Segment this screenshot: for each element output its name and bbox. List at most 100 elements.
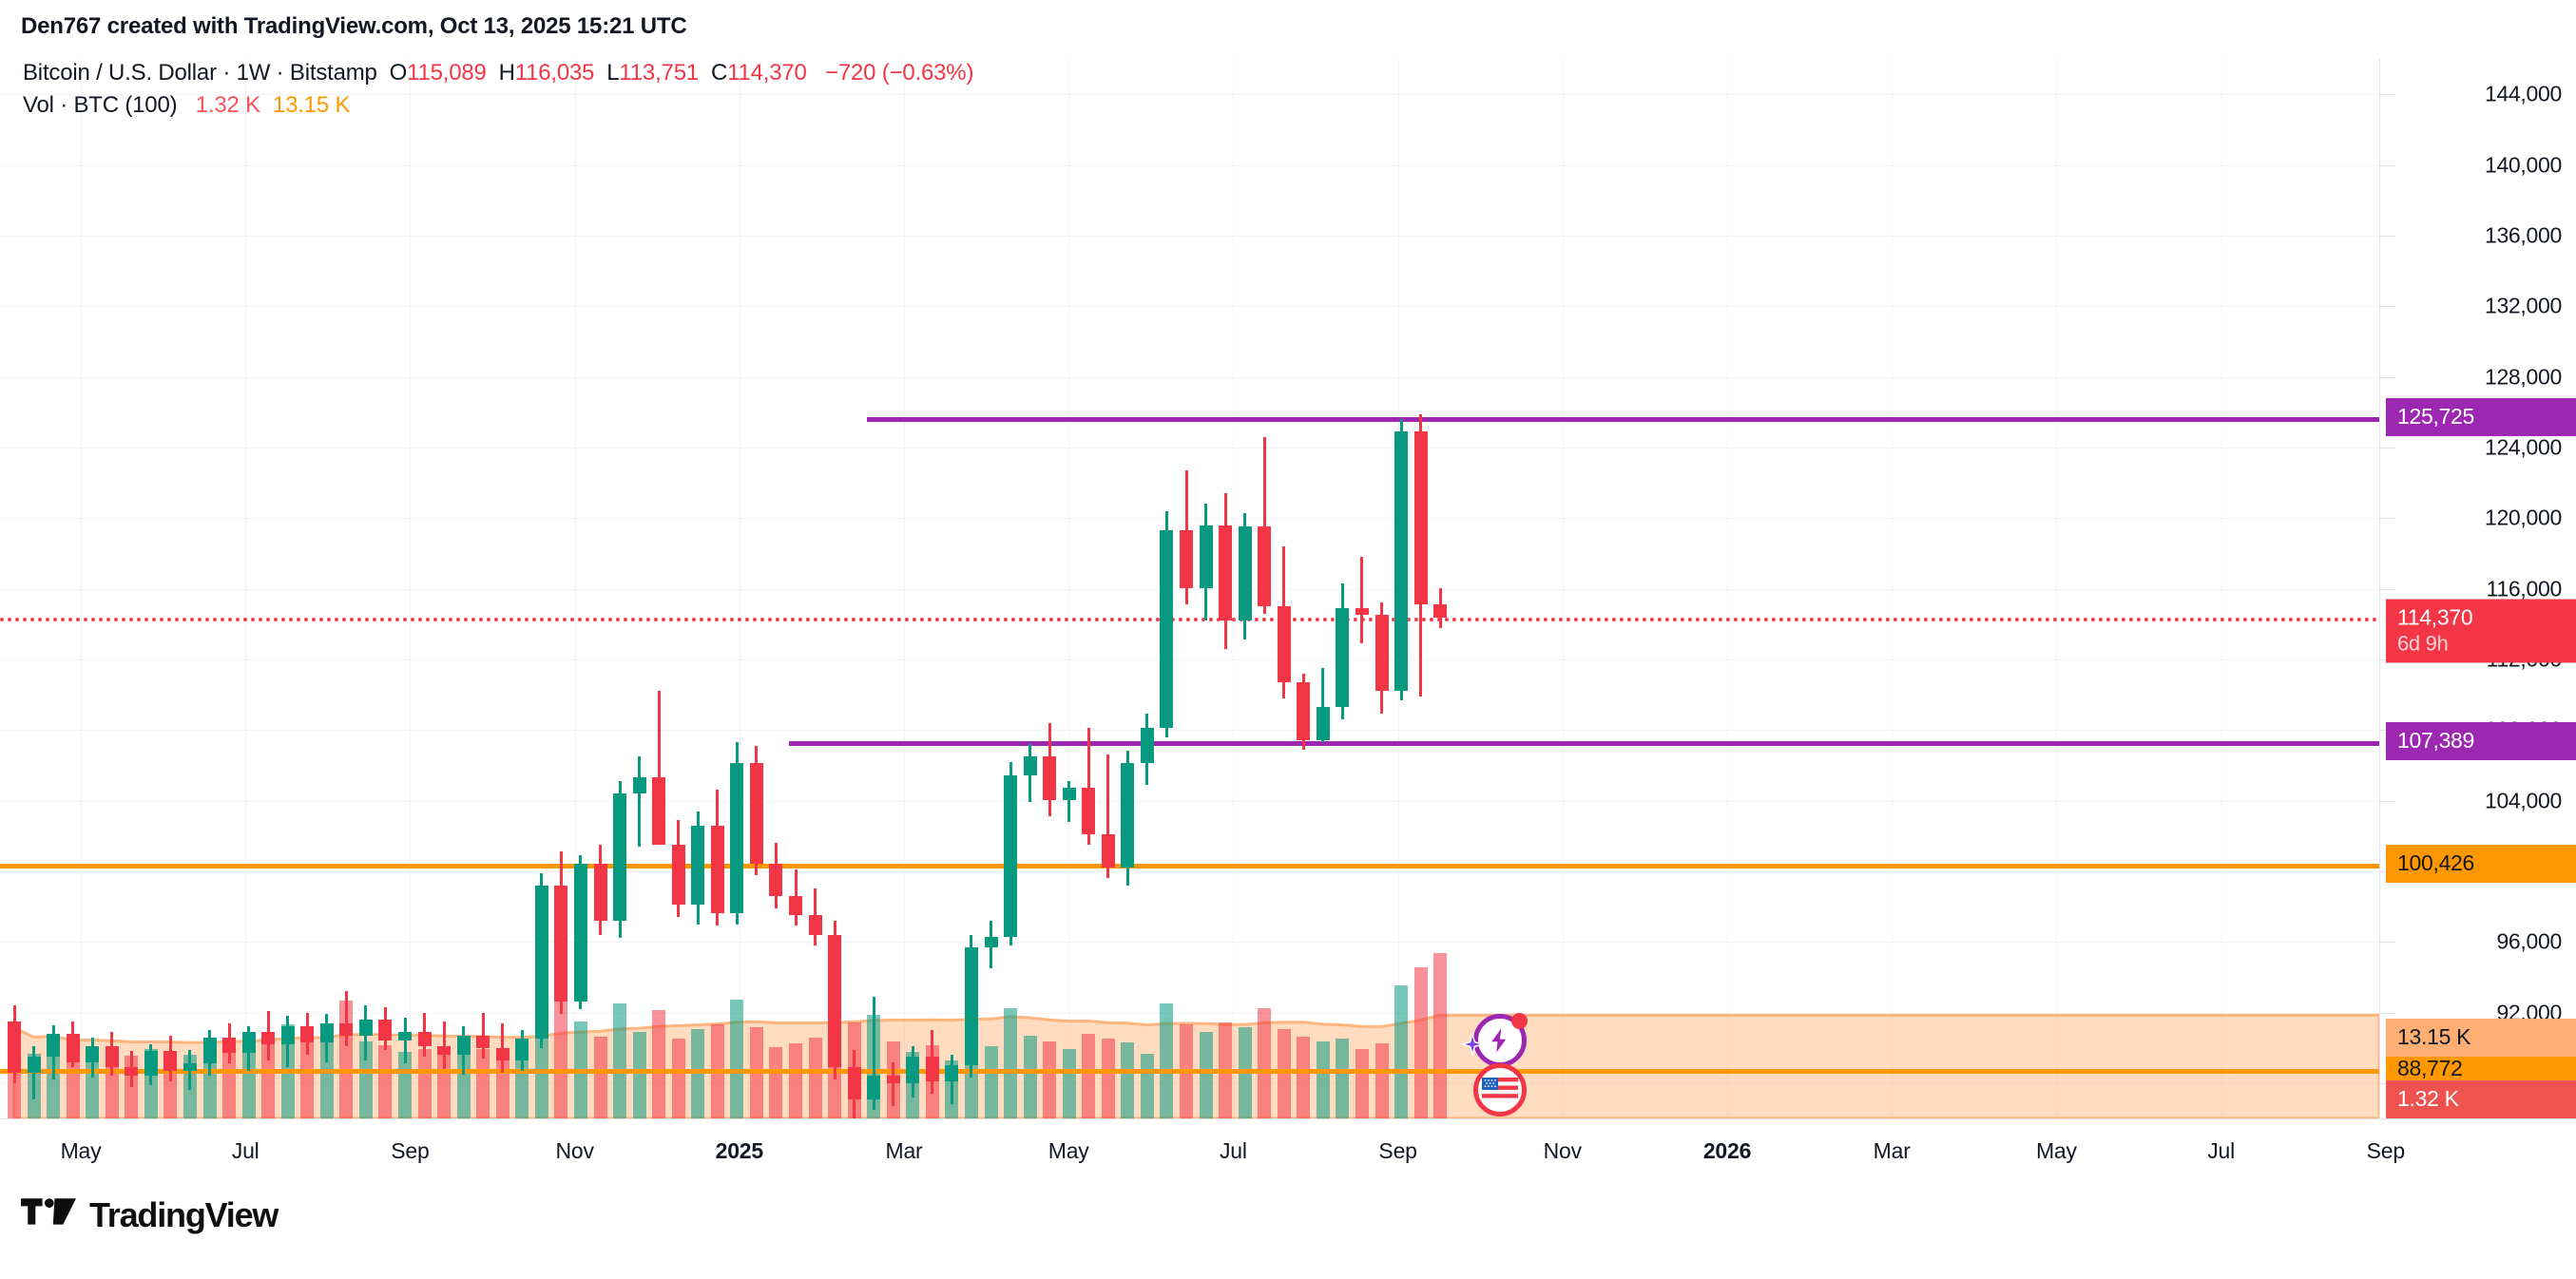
volume-bar [105, 1051, 119, 1118]
legend-volume-title[interactable]: Vol · BTC (100) [23, 91, 178, 118]
price-axis-label: 140,000 [2484, 152, 2562, 177]
candlestick [1375, 59, 1389, 1118]
candlestick [222, 59, 237, 1118]
volume-bar [652, 1010, 666, 1118]
candlestick [808, 59, 822, 1118]
candlestick [1062, 59, 1076, 1118]
candlestick [125, 59, 139, 1118]
candlestick [495, 59, 509, 1118]
resistance-upper-badge[interactable]: 125,725 [2386, 397, 2576, 436]
candlestick [886, 59, 900, 1118]
candle-body [671, 844, 685, 906]
volume-bar [1316, 1040, 1330, 1118]
candle-body [867, 1076, 881, 1099]
candle-body [1375, 615, 1389, 692]
candle-body [1082, 788, 1096, 834]
legend-high-value: 116,035 [514, 60, 595, 86]
candle-body [1160, 530, 1174, 729]
candlestick [1433, 59, 1448, 1118]
price-axis-label: 104,000 [2484, 788, 2562, 812]
axis-tick-mark [2380, 94, 2395, 96]
axis-tick-mark [2380, 1012, 2395, 1014]
legend-volume-row[interactable]: Vol · BTC (100) 1.32 K 13.15 K [23, 90, 973, 121]
candle-body [319, 1022, 334, 1043]
candle-body [632, 777, 646, 794]
legend-symbol-row[interactable]: Bitcoin / U.S. Dollar · 1W · Bitstamp O1… [23, 59, 973, 88]
volume-bar [1413, 966, 1428, 1118]
candlestick [554, 59, 568, 1118]
candle-wick [1086, 728, 1090, 845]
candlestick [476, 59, 490, 1118]
candlestick [964, 59, 978, 1118]
volume-bar [632, 1031, 646, 1118]
candle-body [593, 864, 607, 921]
us-economic-event-badge[interactable] [1473, 1063, 1527, 1117]
candle-body [1238, 526, 1252, 620]
volume-bar [300, 1040, 315, 1118]
candlestick [339, 59, 354, 1118]
legend-volume-value: 1.32 K [195, 91, 260, 118]
volume-bar [808, 1038, 822, 1118]
volume-bar [1043, 1040, 1057, 1118]
resistance-upper-line[interactable] [867, 416, 2379, 422]
candlestick [867, 59, 881, 1118]
resistance-lower-line[interactable] [0, 863, 2379, 869]
tradingview-logo-icon [21, 1198, 76, 1225]
volume-bar [554, 991, 568, 1118]
volume-bar [1023, 1035, 1037, 1118]
candlestick [573, 59, 587, 1118]
tradingview-wordmark: TradingView [89, 1195, 279, 1234]
time-axis-label: Sep [2366, 1138, 2406, 1163]
candlestick [417, 59, 432, 1118]
candlestick [47, 59, 61, 1118]
candle-body [125, 1067, 139, 1077]
candlestick [1023, 59, 1037, 1118]
candle-wick [892, 1061, 895, 1106]
volume-last-badge[interactable]: 1.32 K [2386, 1080, 2576, 1118]
candle-body [144, 1051, 158, 1077]
candle-body [1004, 775, 1018, 937]
volume-bar [1082, 1034, 1096, 1118]
candle-wick [442, 1021, 446, 1069]
axis-tick-mark [2380, 942, 2395, 944]
time-axis-label: Jul [231, 1138, 260, 1163]
resistance-lower-badge[interactable]: 100,426 [2386, 844, 2576, 883]
price-axis-label: 124,000 [2484, 434, 2562, 460]
volume-bar [1394, 984, 1409, 1118]
candle-body [1297, 681, 1311, 741]
candle-body [906, 1056, 920, 1083]
candle-body [1180, 530, 1193, 589]
volume-ma-badge[interactable]: 13.15 K [2386, 1019, 2576, 1057]
candlestick [925, 59, 939, 1118]
axis-tick-mark [2380, 588, 2395, 590]
candle-body [964, 946, 978, 1066]
time-axis-label: Nov [1543, 1138, 1583, 1163]
last-price-line[interactable] [0, 617, 2379, 621]
candle-body [554, 885, 568, 1002]
candle-body [202, 1037, 217, 1064]
volume-bar [1433, 952, 1448, 1118]
volume-bar [1101, 1039, 1115, 1118]
support-upper-line[interactable] [789, 740, 2379, 746]
candle-body [1316, 707, 1330, 741]
horizontal-gridline [0, 870, 2379, 872]
candlestick [66, 59, 80, 1118]
candle-body [1336, 607, 1350, 707]
candle-body [808, 915, 822, 935]
legend-symbol[interactable]: Bitcoin / U.S. Dollar · 1W · Bitstamp [23, 60, 377, 86]
ai-sparkle-badge[interactable] [1460, 1013, 1528, 1067]
time-axis[interactable]: May Jul Sep Nov 2025 Mar May Jul Sep Nov 2026 Mar Ma… [0, 1118, 2576, 1178]
candle-body [710, 825, 724, 914]
candle-body [241, 1031, 256, 1054]
legend-low-value: 113,751 [619, 60, 699, 86]
candle-body [1355, 607, 1369, 616]
chart-plot-area[interactable]: Bitcoin / U.S. Dollar · 1W · Bitstamp O1… [0, 59, 2387, 1118]
price-axis[interactable]: 144,000 140,000 136,000 132,000 128,000 124,0… [2379, 59, 2576, 1118]
candlestick [749, 59, 763, 1118]
candle-body [261, 1031, 276, 1044]
axis-tick-mark [2380, 306, 2395, 308]
support-lower-line[interactable] [0, 1069, 2379, 1075]
time-axis-label: Sep [391, 1138, 430, 1163]
last-price-badge[interactable]: 114,370 6d 9h [2386, 599, 2576, 663]
support-upper-badge[interactable]: 107,389 [2386, 721, 2576, 760]
